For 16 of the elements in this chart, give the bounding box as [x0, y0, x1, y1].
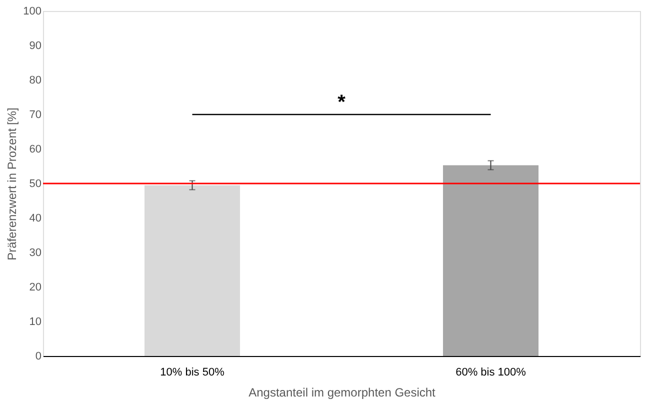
y-tick-label: 90	[29, 40, 42, 52]
y-tick-label: 30	[29, 247, 42, 259]
y-tick-label: 50	[29, 178, 42, 190]
x-axis-title: Angstanteil im gemorphten Gesicht	[248, 386, 436, 400]
y-tick-label: 0	[35, 350, 42, 362]
y-tick-label: 100	[23, 6, 42, 18]
x-tick-label: 10% bis 50%	[160, 366, 225, 378]
y-tick-label: 60	[29, 144, 42, 156]
y-tick-label: 70	[29, 109, 42, 121]
y-tick-label: 10	[29, 316, 42, 328]
y-axis-title: Präferenzwert in Prozent [%]	[5, 108, 20, 260]
x-tick-label: 60% bis 100%	[456, 366, 526, 378]
y-tick-label: 20	[29, 282, 42, 294]
y-tick-label: 80	[29, 74, 42, 86]
annotation: *	[338, 92, 346, 114]
y-tick-label: 40	[29, 212, 42, 224]
